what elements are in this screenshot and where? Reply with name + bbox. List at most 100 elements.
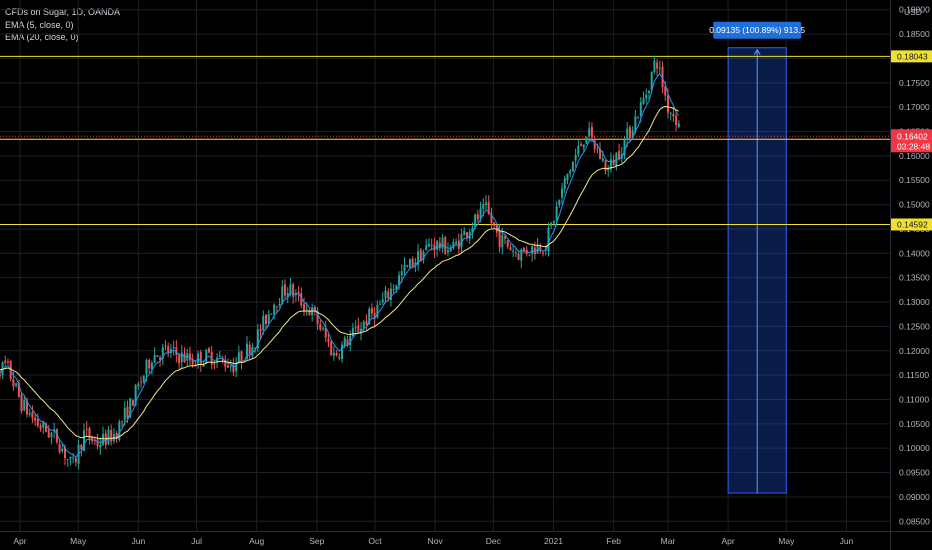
- candle-body: [465, 232, 468, 238]
- candle-body: [178, 355, 181, 363]
- candle-body: [167, 346, 170, 354]
- candle-body: [658, 67, 661, 69]
- candle-body: [322, 328, 325, 330]
- candle-body: [346, 339, 349, 346]
- candle-body: [123, 408, 126, 421]
- candle-body: [357, 325, 360, 332]
- y-tick-label: 0.13000: [899, 297, 930, 307]
- x-tick-label: Apr: [13, 536, 26, 546]
- candle-body: [289, 284, 292, 294]
- candle-body: [264, 314, 267, 325]
- y-tick-label: 0.08500: [899, 516, 930, 526]
- candle-body: [15, 383, 18, 386]
- candle-body: [582, 144, 585, 148]
- candle-body: [69, 456, 72, 459]
- candle-body: [131, 399, 134, 406]
- candle-body: [645, 94, 648, 99]
- candle-body: [343, 337, 346, 347]
- candle-body: [102, 433, 105, 445]
- candle-body: [226, 365, 229, 368]
- candle-body: [533, 247, 536, 255]
- candle-body: [550, 222, 553, 227]
- chart-legend: CFDs on Sugar, 1D, OANDA EMA (5, close, …: [5, 6, 120, 44]
- candle-body: [392, 288, 395, 291]
- y-tick-label: 0.13500: [899, 273, 930, 283]
- measure-tool: 0.09135 (100.89%) 913.5: [709, 21, 805, 494]
- candle-body: [590, 126, 593, 138]
- candle-body: [169, 348, 172, 354]
- candle-body: [446, 250, 449, 253]
- candle-body: [115, 433, 118, 439]
- candle-body: [552, 221, 555, 224]
- candle-body: [417, 251, 420, 265]
- x-tick-label: May: [778, 536, 795, 546]
- candle-body: [39, 425, 42, 429]
- candle-body: [110, 429, 113, 442]
- candle-body: [140, 381, 143, 383]
- candle-body: [349, 336, 352, 346]
- y-tick-label: 0.17000: [899, 102, 930, 112]
- x-tick-label: Aug: [249, 536, 264, 546]
- candle-body: [471, 228, 474, 233]
- candle-body: [42, 421, 45, 428]
- x-tick-label: Apr: [721, 536, 734, 546]
- candle-body: [99, 445, 102, 448]
- candle-body: [150, 362, 153, 370]
- level-price-tag: [891, 50, 932, 63]
- candle-body: [400, 271, 403, 276]
- candle-body: [618, 151, 621, 159]
- candle-body: [83, 430, 86, 451]
- ema20-line: [0, 105, 680, 440]
- candle-body: [623, 139, 626, 155]
- candle-body: [642, 98, 645, 104]
- candle-body: [512, 250, 515, 252]
- candle-body: [362, 321, 365, 328]
- candle-body: [31, 411, 34, 419]
- x-tick-label: Feb: [606, 536, 621, 546]
- candle-body: [601, 158, 604, 161]
- candle-body: [316, 311, 319, 325]
- candle-body: [338, 356, 341, 358]
- countdown-text: 03:28:48: [897, 141, 930, 151]
- candle-body: [61, 448, 64, 452]
- candle-body: [153, 354, 156, 363]
- candle-body: [245, 343, 248, 359]
- candle-body: [457, 240, 460, 249]
- candle-body: [438, 242, 441, 249]
- candle-body: [523, 248, 526, 251]
- candle-body: [677, 123, 680, 128]
- candle-body: [561, 188, 564, 198]
- candle-body: [498, 230, 501, 248]
- candle-body: [235, 363, 238, 371]
- candle-body: [539, 246, 542, 252]
- candle-body: [354, 327, 357, 329]
- candle-body: [444, 237, 447, 254]
- candle-body: [593, 139, 596, 149]
- candle-body: [517, 253, 520, 260]
- candle-body: [368, 308, 371, 325]
- candle-body: [585, 136, 588, 144]
- candle-body: [281, 286, 284, 305]
- candle-body: [675, 115, 678, 126]
- candle-body: [653, 60, 656, 73]
- x-tick-label: May: [70, 536, 87, 546]
- legend-ema20[interactable]: EMA (20, close, 0): [5, 32, 79, 42]
- candle-body: [566, 173, 569, 181]
- candle-body: [408, 259, 411, 268]
- candle-body: [639, 102, 642, 117]
- candle-body: [504, 236, 506, 239]
- candle-body: [656, 62, 659, 69]
- candle-body: [251, 346, 254, 357]
- candle-body: [628, 127, 631, 138]
- candle-body: [528, 254, 531, 256]
- candle-body: [463, 230, 466, 236]
- candle-body: [12, 379, 15, 387]
- ema-lines: [0, 72, 680, 458]
- candle-body: [669, 112, 672, 114]
- candle-body: [379, 303, 382, 305]
- candle-body: [398, 275, 401, 286]
- candle-body: [520, 249, 523, 261]
- legend-ema5[interactable]: EMA (5, close, 0): [5, 19, 74, 30]
- y-tick-label: 0.17500: [899, 78, 930, 88]
